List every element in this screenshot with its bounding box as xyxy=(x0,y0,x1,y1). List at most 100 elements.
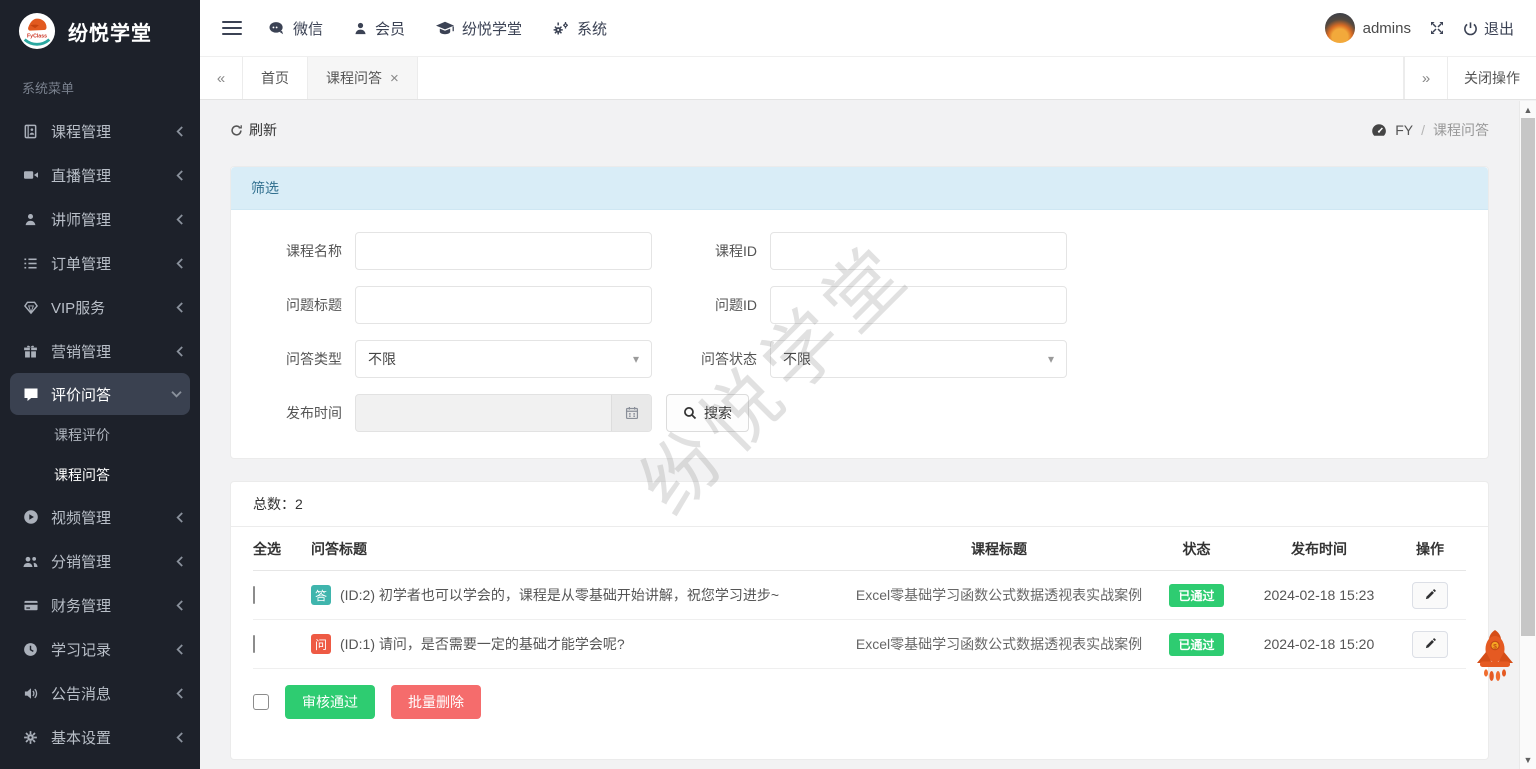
comment-icon xyxy=(22,386,39,402)
calendar-icon[interactable] xyxy=(611,395,651,431)
cogs-icon xyxy=(552,21,570,36)
scrollbar-thumb[interactable] xyxy=(1521,118,1535,636)
sidebar-item-announcements[interactable]: 公告消息 xyxy=(0,671,200,715)
publish-time-text: 2024-02-18 15:20 xyxy=(1263,636,1375,652)
clock-icon xyxy=(22,642,39,657)
pencil-icon xyxy=(1424,589,1436,601)
video-icon xyxy=(22,167,39,183)
question-id-input[interactable] xyxy=(770,286,1067,324)
sidebar-item-label: 公告消息 xyxy=(51,685,112,703)
tab-close-icon[interactable]: × xyxy=(390,69,399,87)
course-name-label: 课程名称 xyxy=(286,243,342,259)
speaker-icon xyxy=(22,686,39,701)
nav-item-school[interactable]: 纷悦学堂 xyxy=(435,18,522,39)
breadcrumb-root[interactable]: FY xyxy=(1395,122,1414,138)
search-icon xyxy=(683,406,697,420)
sidebar-item-basic-settings[interactable]: 基本设置 xyxy=(0,715,200,759)
qa-type-value: 不限 xyxy=(368,351,396,367)
top-navbar: 微信 会员 纷悦学堂 系统 admins xyxy=(200,0,1536,57)
chevron-left-icon xyxy=(175,301,184,313)
vertical-scrollbar[interactable]: ▲ ▼ xyxy=(1519,101,1536,769)
fullscreen-icon[interactable] xyxy=(1429,20,1445,36)
qa-type-select[interactable]: 不限 ▾ xyxy=(355,340,652,378)
table-row: 答 (ID:2) 初学者也可以学会的，课程是从零基础开始讲解，祝您学习进步~ E… xyxy=(253,571,1466,620)
book-icon xyxy=(22,124,39,139)
sidebar-item-course-management[interactable]: 课程管理 xyxy=(0,109,200,153)
content-toolbar: 刷新 FY / 课程问答 xyxy=(230,116,1489,144)
col-publish-time: 发布时间 xyxy=(1291,540,1347,557)
course-name-input[interactable] xyxy=(355,232,652,270)
sidebar-item-video-management[interactable]: 视频管理 xyxy=(0,495,200,539)
sidebar-item-marketing-management[interactable]: 营销管理 xyxy=(0,329,200,373)
edit-button[interactable] xyxy=(1412,581,1448,609)
search-button[interactable]: 搜索 xyxy=(666,394,749,432)
chevron-left-icon xyxy=(175,257,184,269)
sidebar-item-label: 分销管理 xyxy=(51,553,112,571)
nav-item-member[interactable]: 会员 xyxy=(353,18,405,39)
qa-status-select[interactable]: 不限 ▾ xyxy=(770,340,1067,378)
sidebar-item-finance-management[interactable]: 财务管理 xyxy=(0,583,200,627)
question-title-input[interactable] xyxy=(355,286,652,324)
breadcrumb: FY / 课程问答 xyxy=(1371,120,1489,140)
sidebar-subitem-course-qa[interactable]: 课程问答 xyxy=(0,455,200,495)
qa-list-panel: 总数：2 全选 问答标题 课程标题 状态 发布时间 操作 答 xyxy=(230,481,1489,760)
back-to-top-rocket-icon[interactable]: $ xyxy=(1474,628,1516,689)
course-id-input[interactable] xyxy=(770,232,1067,270)
chevron-left-icon xyxy=(175,687,184,699)
sidebar-item-label: 讲师管理 xyxy=(51,211,112,229)
credit-card-icon xyxy=(22,598,39,613)
sidebar-item-live-management[interactable]: 直播管理 xyxy=(0,153,200,197)
batch-delete-button[interactable]: 批量删除 xyxy=(391,685,481,719)
sidebar-item-order-management[interactable]: 订单管理 xyxy=(0,241,200,285)
tabs-scroll-left-icon[interactable]: « xyxy=(200,57,243,99)
gem-icon xyxy=(22,300,39,315)
tab-label: 首页 xyxy=(261,70,289,86)
total-count: 总数：2 xyxy=(231,482,1488,527)
publish-time-field xyxy=(355,394,652,432)
sidebar-toggle-icon[interactable] xyxy=(222,20,242,36)
col-select-all: 全选 xyxy=(253,540,281,557)
scroll-down-icon[interactable]: ▼ xyxy=(1523,755,1533,765)
logo-row[interactable]: FyClass 纷悦学堂 xyxy=(0,0,200,62)
question-id-label: 问题ID xyxy=(715,297,757,313)
tab-course-qa[interactable]: 课程问答 × xyxy=(308,57,418,99)
course-id-label: 课程ID xyxy=(715,243,757,259)
sidebar-item-label: VIP服务 xyxy=(51,299,106,317)
sidebar-item-review-qa[interactable]: 评价问答 xyxy=(10,373,190,415)
sidebar: FyClass 纷悦学堂 系统菜单 课程管理 直播管理 讲师管理 订单管理 xyxy=(0,0,200,769)
row-checkbox[interactable] xyxy=(253,635,255,653)
publish-time-input[interactable] xyxy=(356,395,611,431)
nav-item-system[interactable]: 系统 xyxy=(552,18,607,39)
logout-button[interactable]: 退出 xyxy=(1463,18,1514,39)
scroll-up-icon[interactable]: ▲ xyxy=(1523,105,1533,115)
chevron-left-icon xyxy=(175,731,184,743)
total-label: 总数： xyxy=(253,496,295,512)
approve-button[interactable]: 审核通过 xyxy=(285,685,375,719)
sidebar-item-learning-records[interactable]: 学习记录 xyxy=(0,627,200,671)
row-checkbox[interactable] xyxy=(253,586,255,604)
question-title-label: 问题标题 xyxy=(286,297,342,313)
tabs-scroll-right-icon[interactable]: » xyxy=(1404,57,1447,99)
svg-text:FyClass: FyClass xyxy=(27,34,47,40)
edit-button[interactable] xyxy=(1412,630,1448,658)
nav-item-label: 系统 xyxy=(577,20,608,38)
tab-home[interactable]: 首页 xyxy=(243,57,308,99)
sidebar-item-vip-service[interactable]: VIP服务 xyxy=(0,285,200,329)
chevron-left-icon xyxy=(175,169,184,181)
sidebar-item-label: 直播管理 xyxy=(51,167,112,185)
sidebar-item-label: 基本设置 xyxy=(51,729,112,747)
col-status: 状态 xyxy=(1182,540,1211,557)
refresh-button[interactable]: 刷新 xyxy=(230,120,277,140)
sidebar-subitem-course-review[interactable]: 课程评价 xyxy=(0,415,200,455)
nav-item-wechat[interactable]: 微信 xyxy=(268,18,323,39)
sidebar-item-lecturer-management[interactable]: 讲师管理 xyxy=(0,197,200,241)
select-all-checkbox[interactable] xyxy=(253,694,269,710)
total-value: 2 xyxy=(295,496,303,512)
nav-item-label: 微信 xyxy=(293,20,324,38)
sidebar-item-distribution-management[interactable]: 分销管理 xyxy=(0,539,200,583)
qa-type-label: 问答类型 xyxy=(286,351,342,367)
close-operations-menu[interactable]: 关闭操作 xyxy=(1447,57,1536,99)
status-badge: 已通过 xyxy=(1169,632,1224,656)
table-header-row: 全选 问答标题 课程标题 状态 发布时间 操作 xyxy=(253,527,1466,571)
user-menu[interactable]: admins xyxy=(1324,13,1411,43)
